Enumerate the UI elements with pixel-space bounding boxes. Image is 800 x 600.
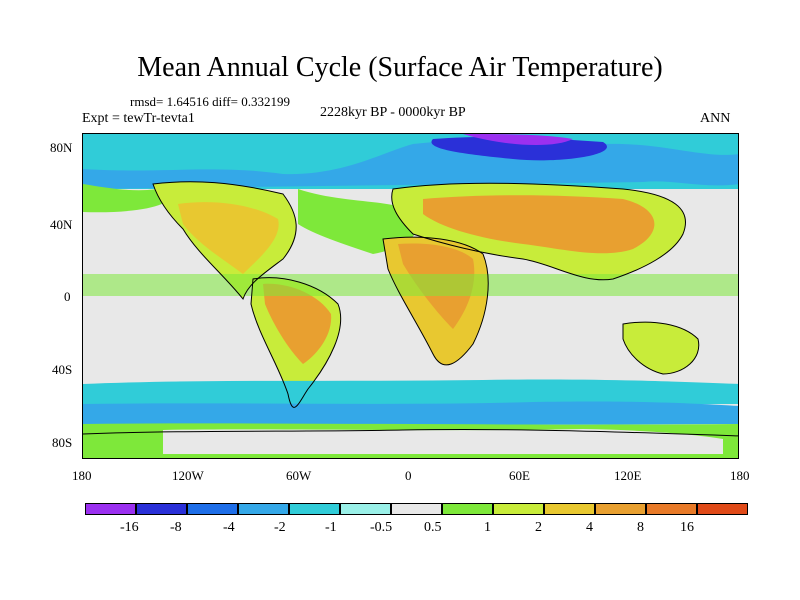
colorbar-swatch <box>85 503 136 515</box>
south-america-coastline <box>250 277 342 408</box>
eurasia-warm-region <box>423 195 655 254</box>
experiment-label: Expt = tewTr-tevta1 <box>82 111 195 126</box>
antarctica-neutral-region <box>163 429 723 454</box>
arctic-purple-region <box>463 134 573 146</box>
tropical-band <box>83 274 738 296</box>
south-america-warm-region <box>263 283 332 364</box>
north-america-coastline <box>152 181 297 301</box>
colorbar-swatch <box>289 503 340 515</box>
southern-ocean-band <box>83 379 738 406</box>
colorbar-swatch <box>544 503 595 515</box>
map-title: Mean Annual Cycle (Surface Air Temperatu… <box>137 52 663 83</box>
colorbar-label: 2 <box>535 520 542 535</box>
colorbar-swatch <box>238 503 289 515</box>
colorbar-label: -8 <box>170 520 182 535</box>
colorbar-label: 4 <box>586 520 593 535</box>
antarctica-coastline <box>83 428 738 437</box>
africa-coastline <box>382 236 489 366</box>
temperature-map <box>82 133 739 459</box>
colorbar-label: 1 <box>484 520 491 535</box>
colorbar-swatch <box>595 503 646 515</box>
lon-tick-label: 120W <box>172 468 204 483</box>
lat-tick-label: 40N <box>50 217 73 232</box>
colorbar-label: -4 <box>223 520 235 535</box>
period-label: 2228kyr BP - 0000kyr BP <box>320 105 466 120</box>
lon-tick-label: 120E <box>614 468 642 483</box>
map-canvas <box>83 134 738 458</box>
australia-coastline <box>622 321 700 375</box>
lon-tick-label: 180 <box>730 468 750 483</box>
north-pacific-region <box>83 184 175 213</box>
colorbar-swatch <box>646 503 697 515</box>
colorbar-label: 0.5 <box>424 520 442 535</box>
lon-tick-label: 0 <box>405 468 412 483</box>
colorbar-label: 8 <box>637 520 644 535</box>
coastlines <box>83 181 738 437</box>
lat-tick-label: 40S <box>52 362 73 377</box>
colorbar-swatch <box>187 503 238 515</box>
lon-tick-label: 180 <box>72 468 92 483</box>
southern-ocean-blue-band <box>83 401 738 426</box>
lon-tick-label: 60W <box>286 468 312 483</box>
lat-tick-label: 80N <box>50 140 73 155</box>
colorbar-label: -1 <box>325 520 337 535</box>
colorbar <box>85 503 748 515</box>
colorbar-swatch <box>391 503 442 515</box>
north-atlantic-region <box>298 189 420 254</box>
lat-tick-label: 80S <box>52 435 73 450</box>
eurasia-coastline <box>391 182 686 281</box>
colorbar-swatch <box>442 503 493 515</box>
colorbar-swatch <box>493 503 544 515</box>
lon-tick-label: 60E <box>509 468 530 483</box>
colorbar-swatch <box>340 503 391 515</box>
colorbar-swatch <box>136 503 187 515</box>
australia-region <box>623 322 699 374</box>
colorbar-label: -0.5 <box>370 520 393 535</box>
north-america-warm-region <box>178 202 279 274</box>
colorbar-label: 16 <box>680 520 694 535</box>
season-label: ANN <box>700 111 731 126</box>
colorbar-swatch <box>697 503 748 515</box>
arctic-deep-blue-region <box>431 136 607 161</box>
colorbar-label: -16 <box>120 520 139 535</box>
stats-text: rmsd= 1.64516 diff= 0.332199 <box>130 94 290 109</box>
colorbar-label: -2 <box>274 520 286 535</box>
lat-tick-label: 0 <box>64 289 71 304</box>
